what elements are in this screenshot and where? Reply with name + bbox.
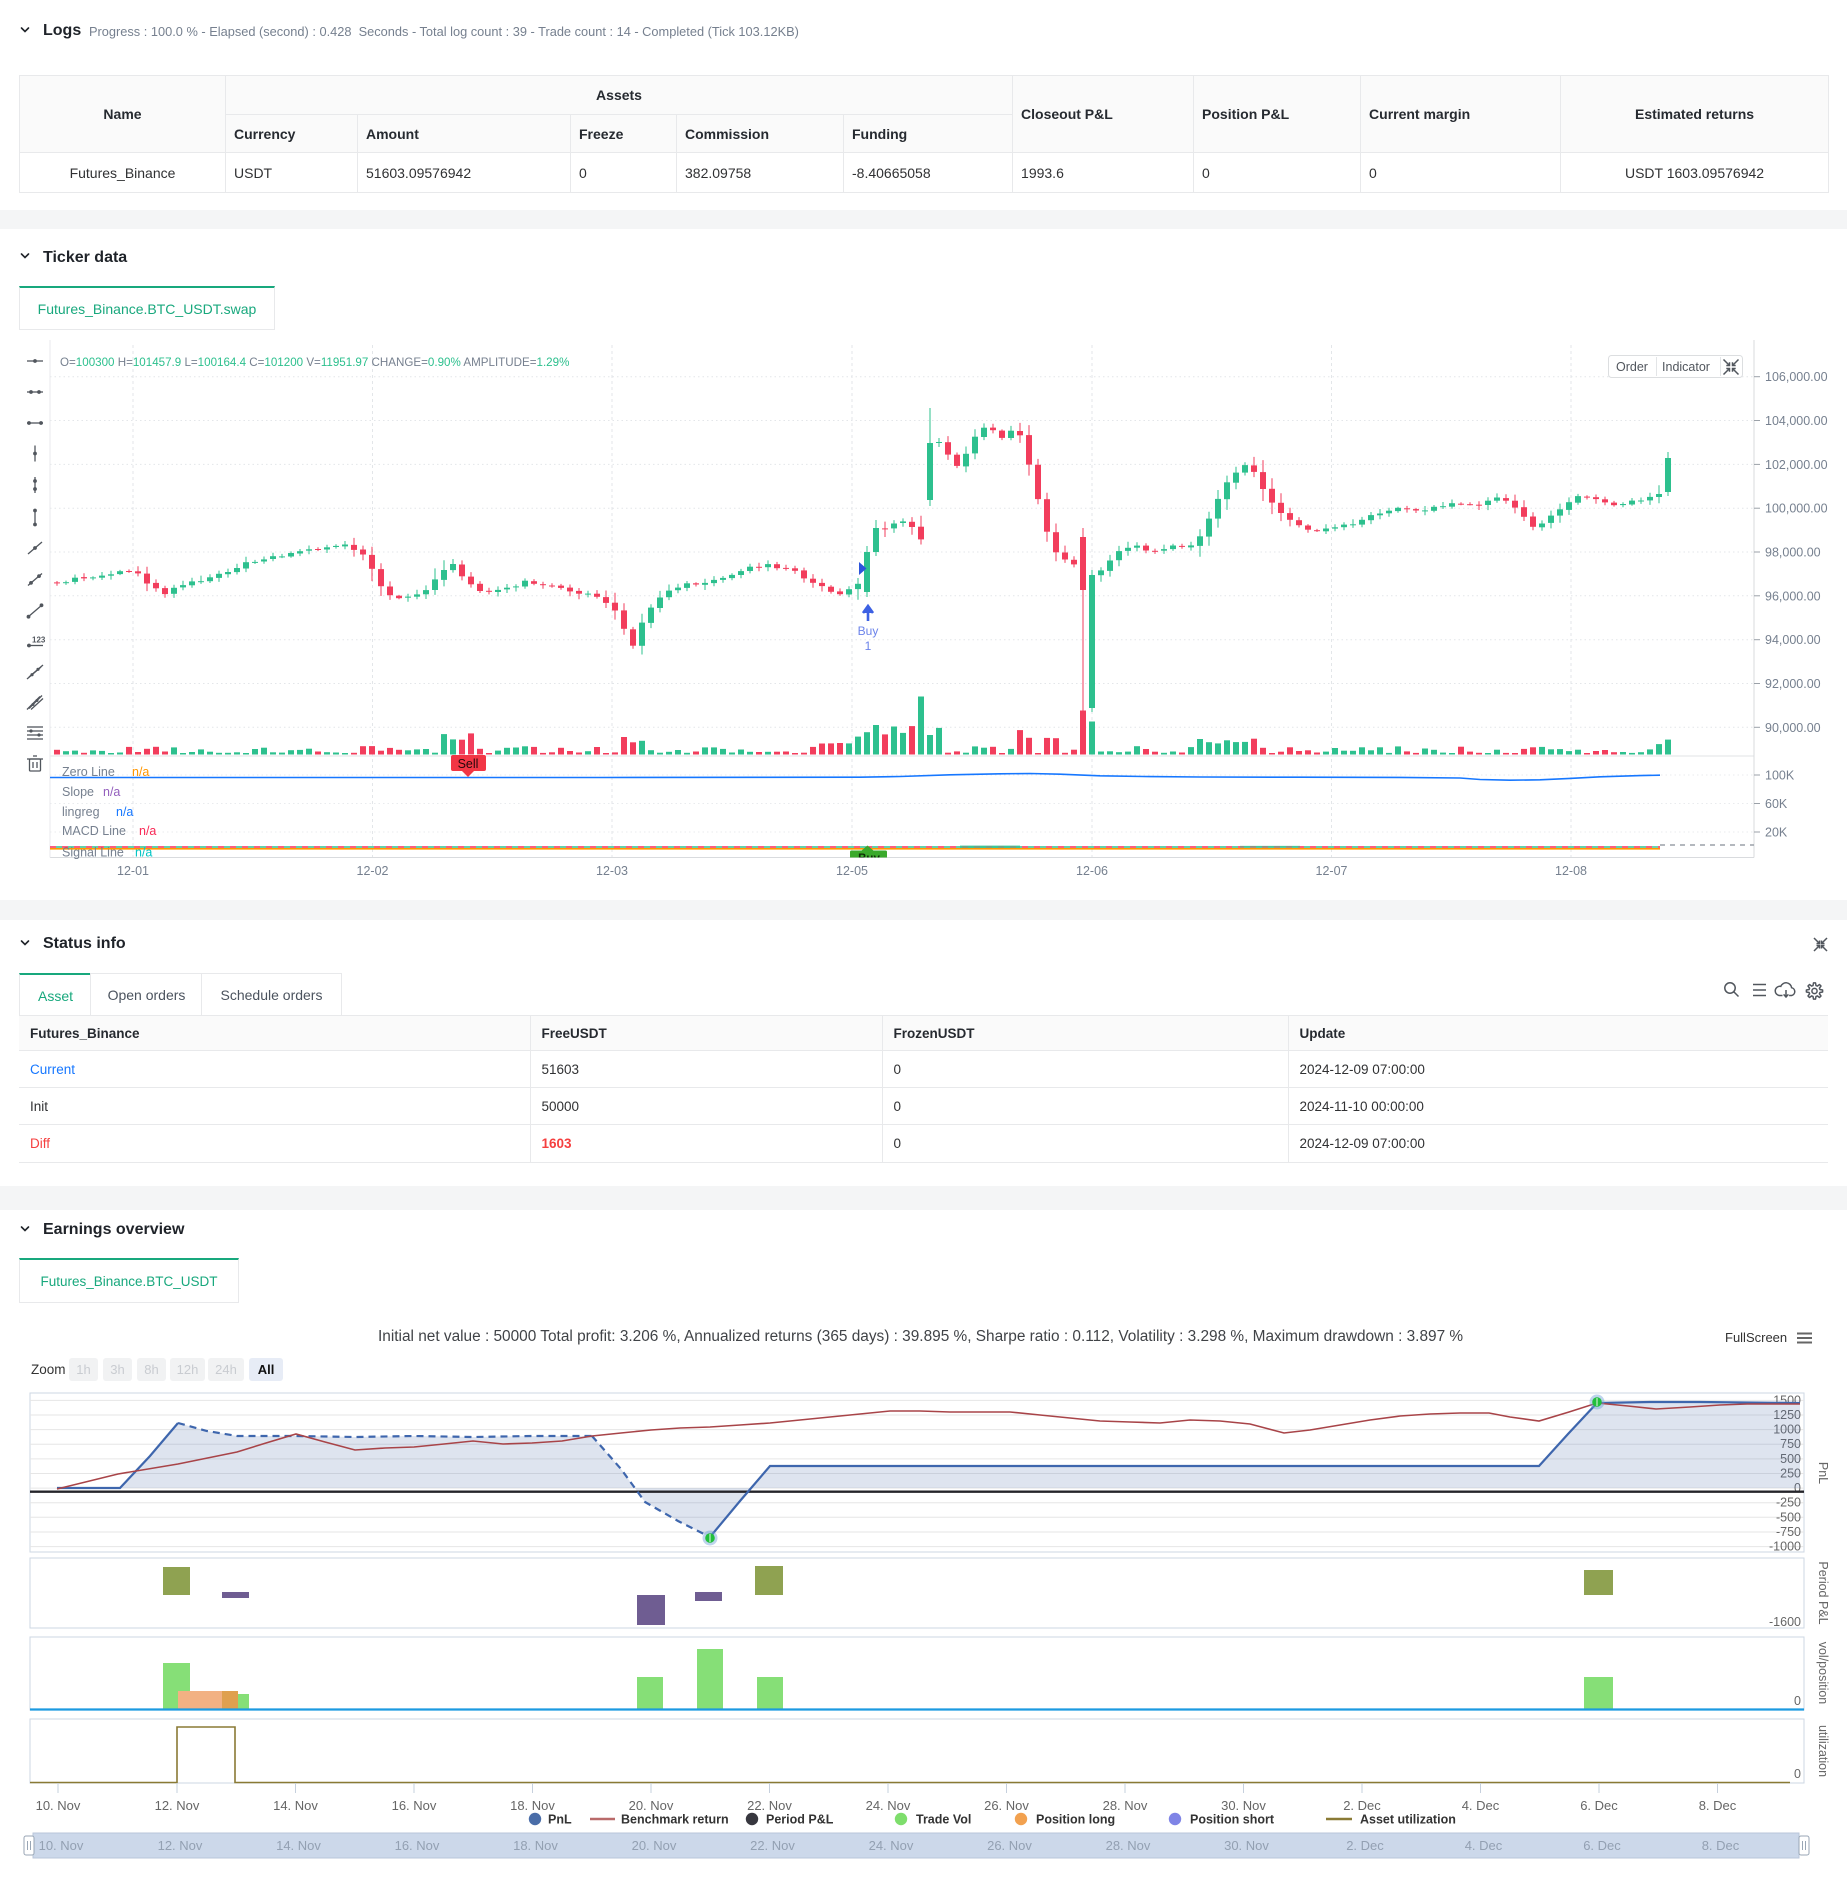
svg-text:30. Nov: 30. Nov <box>1221 1798 1266 1813</box>
svg-text:16. Nov: 16. Nov <box>395 1838 440 1853</box>
svg-text:60K: 60K <box>1765 797 1788 811</box>
svg-text:0: 0 <box>1794 1694 1801 1708</box>
svg-text:-1600: -1600 <box>1769 1615 1801 1629</box>
svg-text:30. Nov: 30. Nov <box>1224 1838 1269 1853</box>
svg-text:12-08: 12-08 <box>1555 864 1587 878</box>
svg-text:14. Nov: 14. Nov <box>273 1798 318 1813</box>
svg-text:n/a: n/a <box>135 846 152 860</box>
svg-text:94,000.00: 94,000.00 <box>1765 633 1821 647</box>
svg-text:n/a: n/a <box>103 785 120 799</box>
svg-text:18. Nov: 18. Nov <box>510 1798 555 1813</box>
svg-text:20. Nov: 20. Nov <box>632 1838 677 1853</box>
svg-text:12. Nov: 12. Nov <box>155 1798 200 1813</box>
svg-text:Period P&L: Period P&L <box>766 1813 834 1827</box>
svg-text:Benchmark return: Benchmark return <box>621 1813 729 1827</box>
svg-text:-750: -750 <box>1776 1525 1801 1539</box>
svg-text:28. Nov: 28. Nov <box>1103 1798 1148 1813</box>
svg-text:1250: 1250 <box>1773 1408 1801 1422</box>
svg-text:Position short: Position short <box>1190 1813 1275 1827</box>
svg-text:n/a: n/a <box>139 824 156 838</box>
svg-text:250: 250 <box>1780 1467 1801 1481</box>
svg-text:12-05: 12-05 <box>836 864 868 878</box>
svg-text:-1000: -1000 <box>1769 1540 1801 1554</box>
svg-text:Buy: Buy <box>858 853 880 865</box>
svg-text:96,000.00: 96,000.00 <box>1765 589 1821 603</box>
svg-text:104,000.00: 104,000.00 <box>1765 414 1828 428</box>
svg-text:90,000.00: 90,000.00 <box>1765 721 1821 735</box>
svg-text:10. Nov: 10. Nov <box>36 1798 81 1813</box>
svg-text:Sell: Sell <box>458 757 479 771</box>
svg-text:12. Nov: 12. Nov <box>158 1838 203 1853</box>
svg-text:PnL: PnL <box>1816 1462 1830 1484</box>
svg-text:Position long: Position long <box>1036 1813 1115 1827</box>
svg-text:2. Dec: 2. Dec <box>1346 1838 1384 1853</box>
svg-text:4. Dec: 4. Dec <box>1465 1838 1503 1853</box>
svg-text:24. Nov: 24. Nov <box>866 1798 911 1813</box>
svg-text:Buy: Buy <box>858 624 879 638</box>
svg-text:102,000.00: 102,000.00 <box>1765 458 1828 472</box>
svg-text:12-07: 12-07 <box>1316 864 1348 878</box>
svg-text:18. Nov: 18. Nov <box>513 1838 558 1853</box>
svg-text:-250: -250 <box>1776 1496 1801 1510</box>
svg-text:Slope: Slope <box>62 785 94 799</box>
svg-text:0: 0 <box>1794 1767 1801 1781</box>
svg-text:n/a: n/a <box>132 765 149 779</box>
svg-text:0: 0 <box>1794 1481 1801 1495</box>
svg-text:20K: 20K <box>1765 826 1788 840</box>
svg-text:Zero Line: Zero Line <box>62 765 115 779</box>
svg-text:Indicator: Indicator <box>1662 360 1710 374</box>
svg-text:PnL: PnL <box>548 1813 572 1827</box>
svg-text:12-06: 12-06 <box>1076 864 1108 878</box>
svg-text:22. Nov: 22. Nov <box>750 1838 795 1853</box>
svg-text:92,000.00: 92,000.00 <box>1765 677 1821 691</box>
svg-text:24. Nov: 24. Nov <box>869 1838 914 1853</box>
svg-text:12-03: 12-03 <box>596 864 628 878</box>
svg-text:750: 750 <box>1780 1437 1801 1451</box>
svg-text:utilization: utilization <box>1816 1725 1830 1777</box>
svg-text:Signal Line: Signal Line <box>62 846 124 860</box>
svg-text:123: 123 <box>32 636 46 645</box>
svg-text:Order: Order <box>1616 360 1648 374</box>
svg-text:lingreg: lingreg <box>62 805 100 819</box>
svg-text:Trade Vol: Trade Vol <box>916 1813 971 1827</box>
svg-text:Period P&L: Period P&L <box>1816 1561 1830 1624</box>
svg-text:n/a: n/a <box>116 805 133 819</box>
svg-text:1: 1 <box>865 639 872 653</box>
svg-text:6. Dec: 6. Dec <box>1583 1838 1621 1853</box>
svg-text:6. Dec: 6. Dec <box>1580 1798 1618 1813</box>
svg-text:26. Nov: 26. Nov <box>984 1798 1029 1813</box>
svg-text:106,000.00: 106,000.00 <box>1765 370 1828 384</box>
svg-text:8. Dec: 8. Dec <box>1702 1838 1740 1853</box>
svg-text:98,000.00: 98,000.00 <box>1765 546 1821 560</box>
svg-text:26. Nov: 26. Nov <box>987 1838 1032 1853</box>
svg-text:20. Nov: 20. Nov <box>629 1798 674 1813</box>
svg-text:Asset utilization: Asset utilization <box>1360 1813 1456 1827</box>
svg-text:1000: 1000 <box>1773 1423 1801 1437</box>
svg-text:22. Nov: 22. Nov <box>747 1798 792 1813</box>
svg-text:14. Nov: 14. Nov <box>276 1838 321 1853</box>
svg-text:100K: 100K <box>1765 769 1795 783</box>
svg-text:12-01: 12-01 <box>117 864 149 878</box>
svg-text:vol/position: vol/position <box>1816 1642 1830 1705</box>
svg-text:500: 500 <box>1780 1452 1801 1466</box>
svg-text:10. Nov: 10. Nov <box>39 1838 84 1853</box>
svg-text:28. Nov: 28. Nov <box>1106 1838 1151 1853</box>
svg-text:2. Dec: 2. Dec <box>1343 1798 1381 1813</box>
svg-text:4. Dec: 4. Dec <box>1462 1798 1500 1813</box>
svg-text:O=100300 H=101457.9 L=100164.4: O=100300 H=101457.9 L=100164.4 C=101200 … <box>60 356 569 369</box>
svg-text:16. Nov: 16. Nov <box>392 1798 437 1813</box>
svg-text:12-02: 12-02 <box>357 864 389 878</box>
svg-text:8. Dec: 8. Dec <box>1699 1798 1737 1813</box>
svg-text:-500: -500 <box>1776 1510 1801 1524</box>
svg-text:MACD Line: MACD Line <box>62 824 126 838</box>
svg-text:100,000.00: 100,000.00 <box>1765 502 1828 516</box>
